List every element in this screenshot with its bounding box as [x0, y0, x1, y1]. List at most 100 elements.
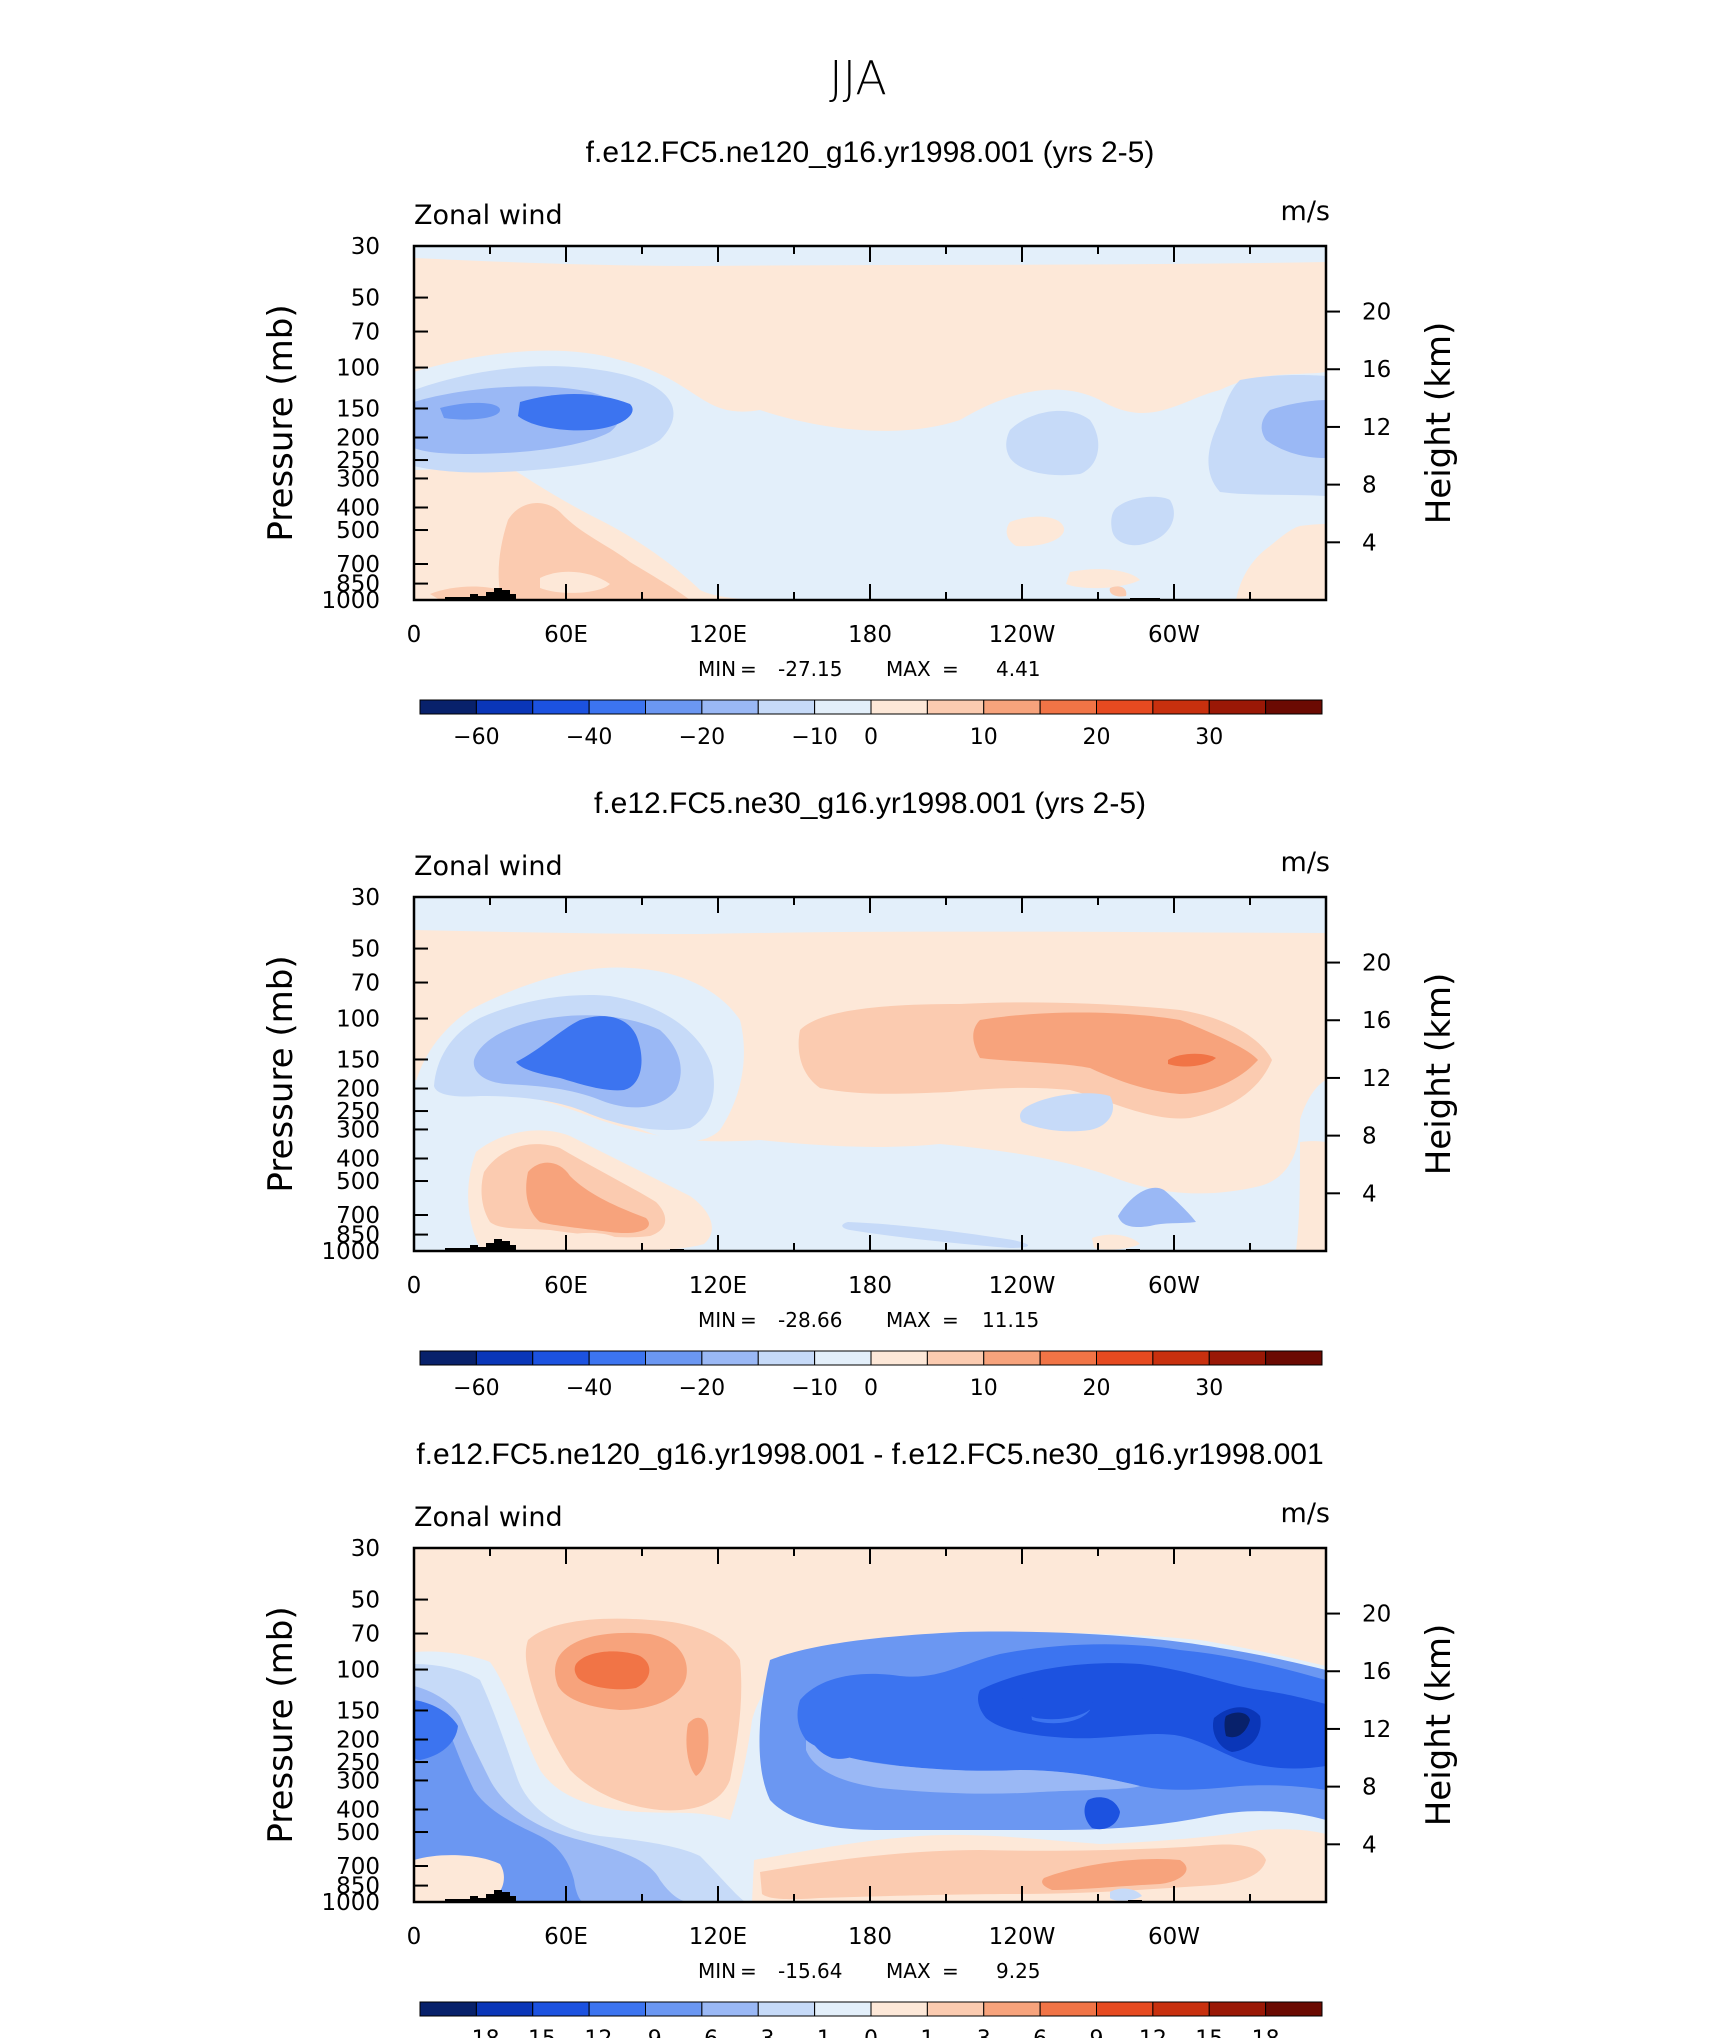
pressure-tick-label: 200: [336, 426, 380, 452]
pressure-tick-label: 250: [336, 448, 380, 474]
lon-tick-label: 0: [407, 1273, 422, 1299]
pressure-tick-label: 300: [336, 466, 380, 492]
colorbar-label: 10: [970, 1376, 998, 1401]
colorbar-box: [757, 2001, 816, 2017]
negative-region: [1017, 1694, 1094, 1720]
colorbar-label: −40: [566, 1376, 612, 1401]
colorbar-label: 1: [920, 2027, 934, 2038]
colorbar-label: −10: [791, 1376, 837, 1401]
jet-core-negative: [1111, 496, 1174, 546]
colorbar-label: 6: [1033, 2027, 1047, 2038]
colorbar-box: [701, 1350, 759, 1366]
colorbar-box: [1096, 1350, 1154, 1366]
colorbar-box: [532, 699, 590, 715]
colorbar-label: −18: [453, 2027, 499, 2038]
colorbar-label: −20: [679, 725, 725, 750]
colorbar-box: [645, 2001, 703, 2017]
positive-region: [1109, 586, 1127, 597]
colorbar-label: 3: [977, 2027, 991, 2038]
colorbar-box: [1265, 699, 1323, 715]
colorbar-box: [926, 699, 985, 715]
contour-field: [414, 1548, 1326, 1902]
colorbar-box: [419, 1350, 477, 1366]
colorbar-box: [1039, 2001, 1097, 2017]
pressure-tick-label: 150: [336, 396, 380, 422]
negative-blob: [842, 1222, 1029, 1248]
pressure-tick-label: 200: [336, 1728, 380, 1754]
pressure-tick-label: 30: [351, 234, 380, 260]
pressure-tick-label: 700: [336, 1203, 380, 1229]
colorbar: −60 −40 −20 −10 0 10 20 30: [419, 1350, 1323, 1401]
height-tick-label: 20: [1362, 300, 1391, 326]
equals-sign: =: [740, 657, 757, 681]
colorbar-label: −3: [742, 2027, 774, 2038]
pressure-tick-label: 300: [336, 1768, 380, 1794]
jet-core-negative: [518, 393, 633, 431]
colorbar-box: [1152, 699, 1210, 715]
lon-tick-label: 120W: [989, 622, 1056, 648]
panel-title: f.e12.FC5.ne120_g16.yr1998.001 - f.e12.F…: [416, 1438, 1323, 1471]
colorbar-label: 30: [1195, 1376, 1223, 1401]
colorbar-box: [645, 1350, 703, 1366]
negative-blob: [1118, 1187, 1196, 1227]
colorbar-box: [983, 1350, 1041, 1366]
jet-core-negative: [1261, 400, 1326, 458]
colorbar-box: [870, 699, 928, 715]
height-tick-label: 4: [1362, 530, 1377, 556]
stats-line: MIN = -27.15 MAX = 4.41: [698, 657, 1041, 681]
colorbar-box: [814, 2001, 872, 2017]
min-label: MIN: [698, 657, 736, 681]
positive-region: [760, 1844, 1266, 1900]
pressure-tick-label: 100: [336, 1007, 380, 1033]
pressure-tick-label: 850: [336, 572, 380, 598]
lon-tick-label: 120E: [689, 1924, 747, 1950]
pressure-tick-label: 30: [351, 1536, 380, 1562]
colorbar-label: 10: [970, 725, 998, 750]
lon-tick-label: 60E: [544, 1273, 588, 1299]
figure-title: JJA: [829, 51, 887, 105]
colorbar-box: [1096, 2001, 1154, 2017]
pressure-tick-label: 100: [336, 1658, 380, 1684]
colorbar-label: 12: [1139, 2027, 1167, 2038]
min-value: -27.15: [778, 657, 842, 681]
pressure-tick-label: 70: [351, 1622, 380, 1648]
height-tick-label: 12: [1362, 1717, 1391, 1743]
negative-region: [806, 1740, 1140, 1794]
max-value: 11.15: [982, 1308, 1039, 1332]
pressure-tick-label: 850: [336, 1874, 380, 1900]
colorbar-box: [701, 699, 759, 715]
variable-label: Zonal wind: [414, 851, 563, 882]
colorbar-label: −6: [686, 2027, 718, 2038]
colorbar-box: [926, 2001, 985, 2017]
pressure-tick-label: 50: [351, 286, 380, 312]
negative-region: [414, 1700, 584, 1902]
y-axis-label-right: Height (km): [1419, 973, 1459, 1176]
pressure-tick-label: 150: [336, 1698, 380, 1724]
colorbar-box: [701, 2001, 759, 2017]
positive-region: [1066, 569, 1140, 589]
colorbar-box: [475, 699, 534, 715]
colorbar-label: −20: [679, 1376, 725, 1401]
pressure-tick-label: 200: [336, 1077, 380, 1103]
lon-tick-label: 60E: [544, 622, 588, 648]
y-axis-label-right: Height (km): [1419, 1624, 1459, 1827]
variable-label: Zonal wind: [414, 200, 563, 231]
colorbar-box: [870, 1350, 928, 1366]
colorbar-box: [814, 699, 872, 715]
pressure-tick-label: 400: [336, 1797, 380, 1823]
negative-blob: [1110, 1888, 1142, 1901]
height-tick-label: 4: [1362, 1832, 1377, 1858]
pressure-tick-label: 500: [336, 1169, 380, 1195]
positive-region: [560, 1232, 620, 1245]
max-label: MAX: [886, 657, 931, 681]
lon-tick-label: 0: [407, 1924, 422, 1950]
y-axis-label: Pressure (mb): [261, 955, 301, 1192]
equals-sign: =: [942, 1959, 959, 1983]
stats-line: MIN = -15.64 MAX = 9.25: [698, 1959, 1041, 1983]
colorbar-box: [1265, 2001, 1323, 2017]
colorbar-box: [757, 1350, 816, 1366]
positive-region: [1042, 1858, 1187, 1890]
colorbar: −60 −40 −20 −10 0 10 20 30: [419, 699, 1323, 750]
